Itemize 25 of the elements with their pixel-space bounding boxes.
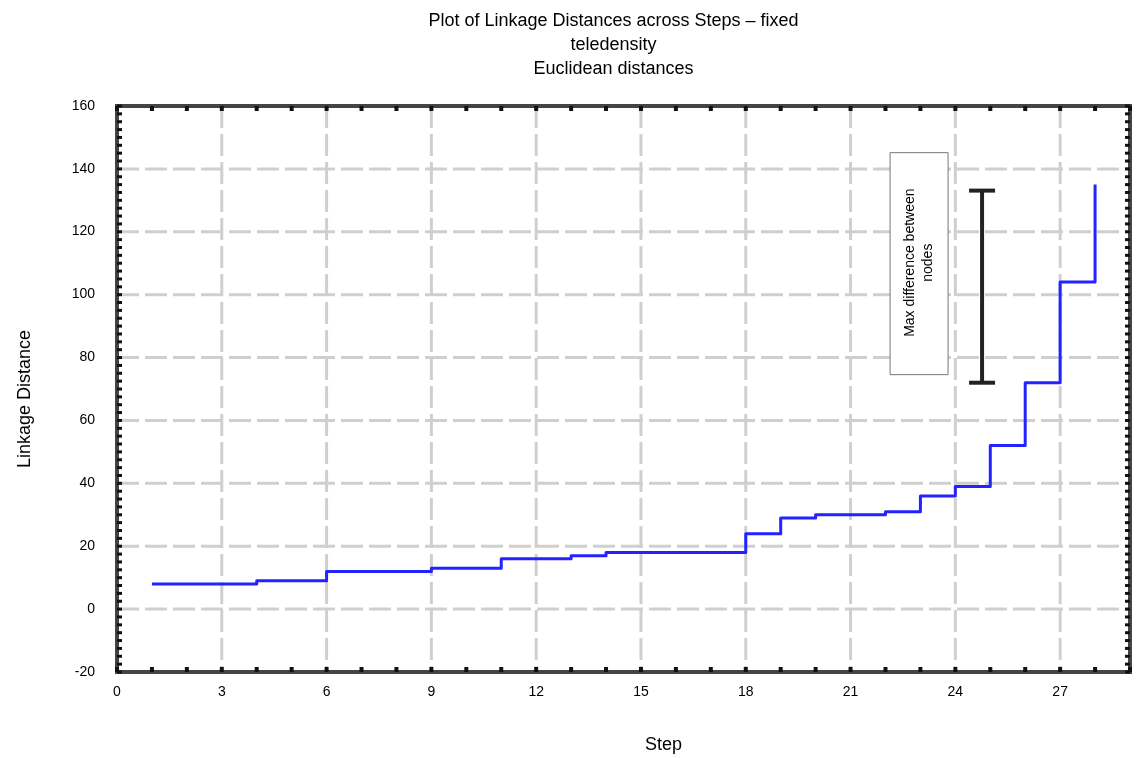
x-tick-label: 18 (737, 683, 754, 699)
annotation: Max difference between nodes (901, 188, 936, 337)
x-axis-title: Step (644, 734, 683, 754)
y-axis-title: Linkage Distance (14, 329, 34, 469)
x-tick-label: 3 (217, 683, 226, 699)
x-tick-label: 6 (322, 683, 331, 699)
y-tick-label: 20 (79, 536, 96, 553)
x-tick-label: 15 (633, 683, 649, 699)
chart-title: Plot of Linkage Distances across Steps – fixed teledensity (428, 10, 799, 54)
y-tick-label: 40 (79, 474, 96, 491)
x-tick-label: 9 (427, 683, 436, 699)
y-tick-label: 60 (79, 411, 96, 428)
y-tick-label: 120 (71, 222, 96, 239)
x-tick-label: 24 (947, 683, 964, 699)
x-tick-label: 0 (113, 683, 122, 699)
y-tick-label: 100 (71, 285, 96, 302)
x-tick-label: 21 (842, 683, 859, 699)
chart-subtitle: Euclidean distances (533, 58, 694, 78)
y-tick-label: 0 (87, 599, 96, 616)
y-tick-label: 160 (71, 96, 96, 113)
x-tick-label: 12 (528, 683, 545, 699)
x-tick-label: 27 (1052, 683, 1069, 699)
y-tick-label: -20 (74, 662, 96, 679)
y-tick-label: 140 (71, 159, 96, 176)
y-tick-label: 80 (79, 348, 96, 365)
